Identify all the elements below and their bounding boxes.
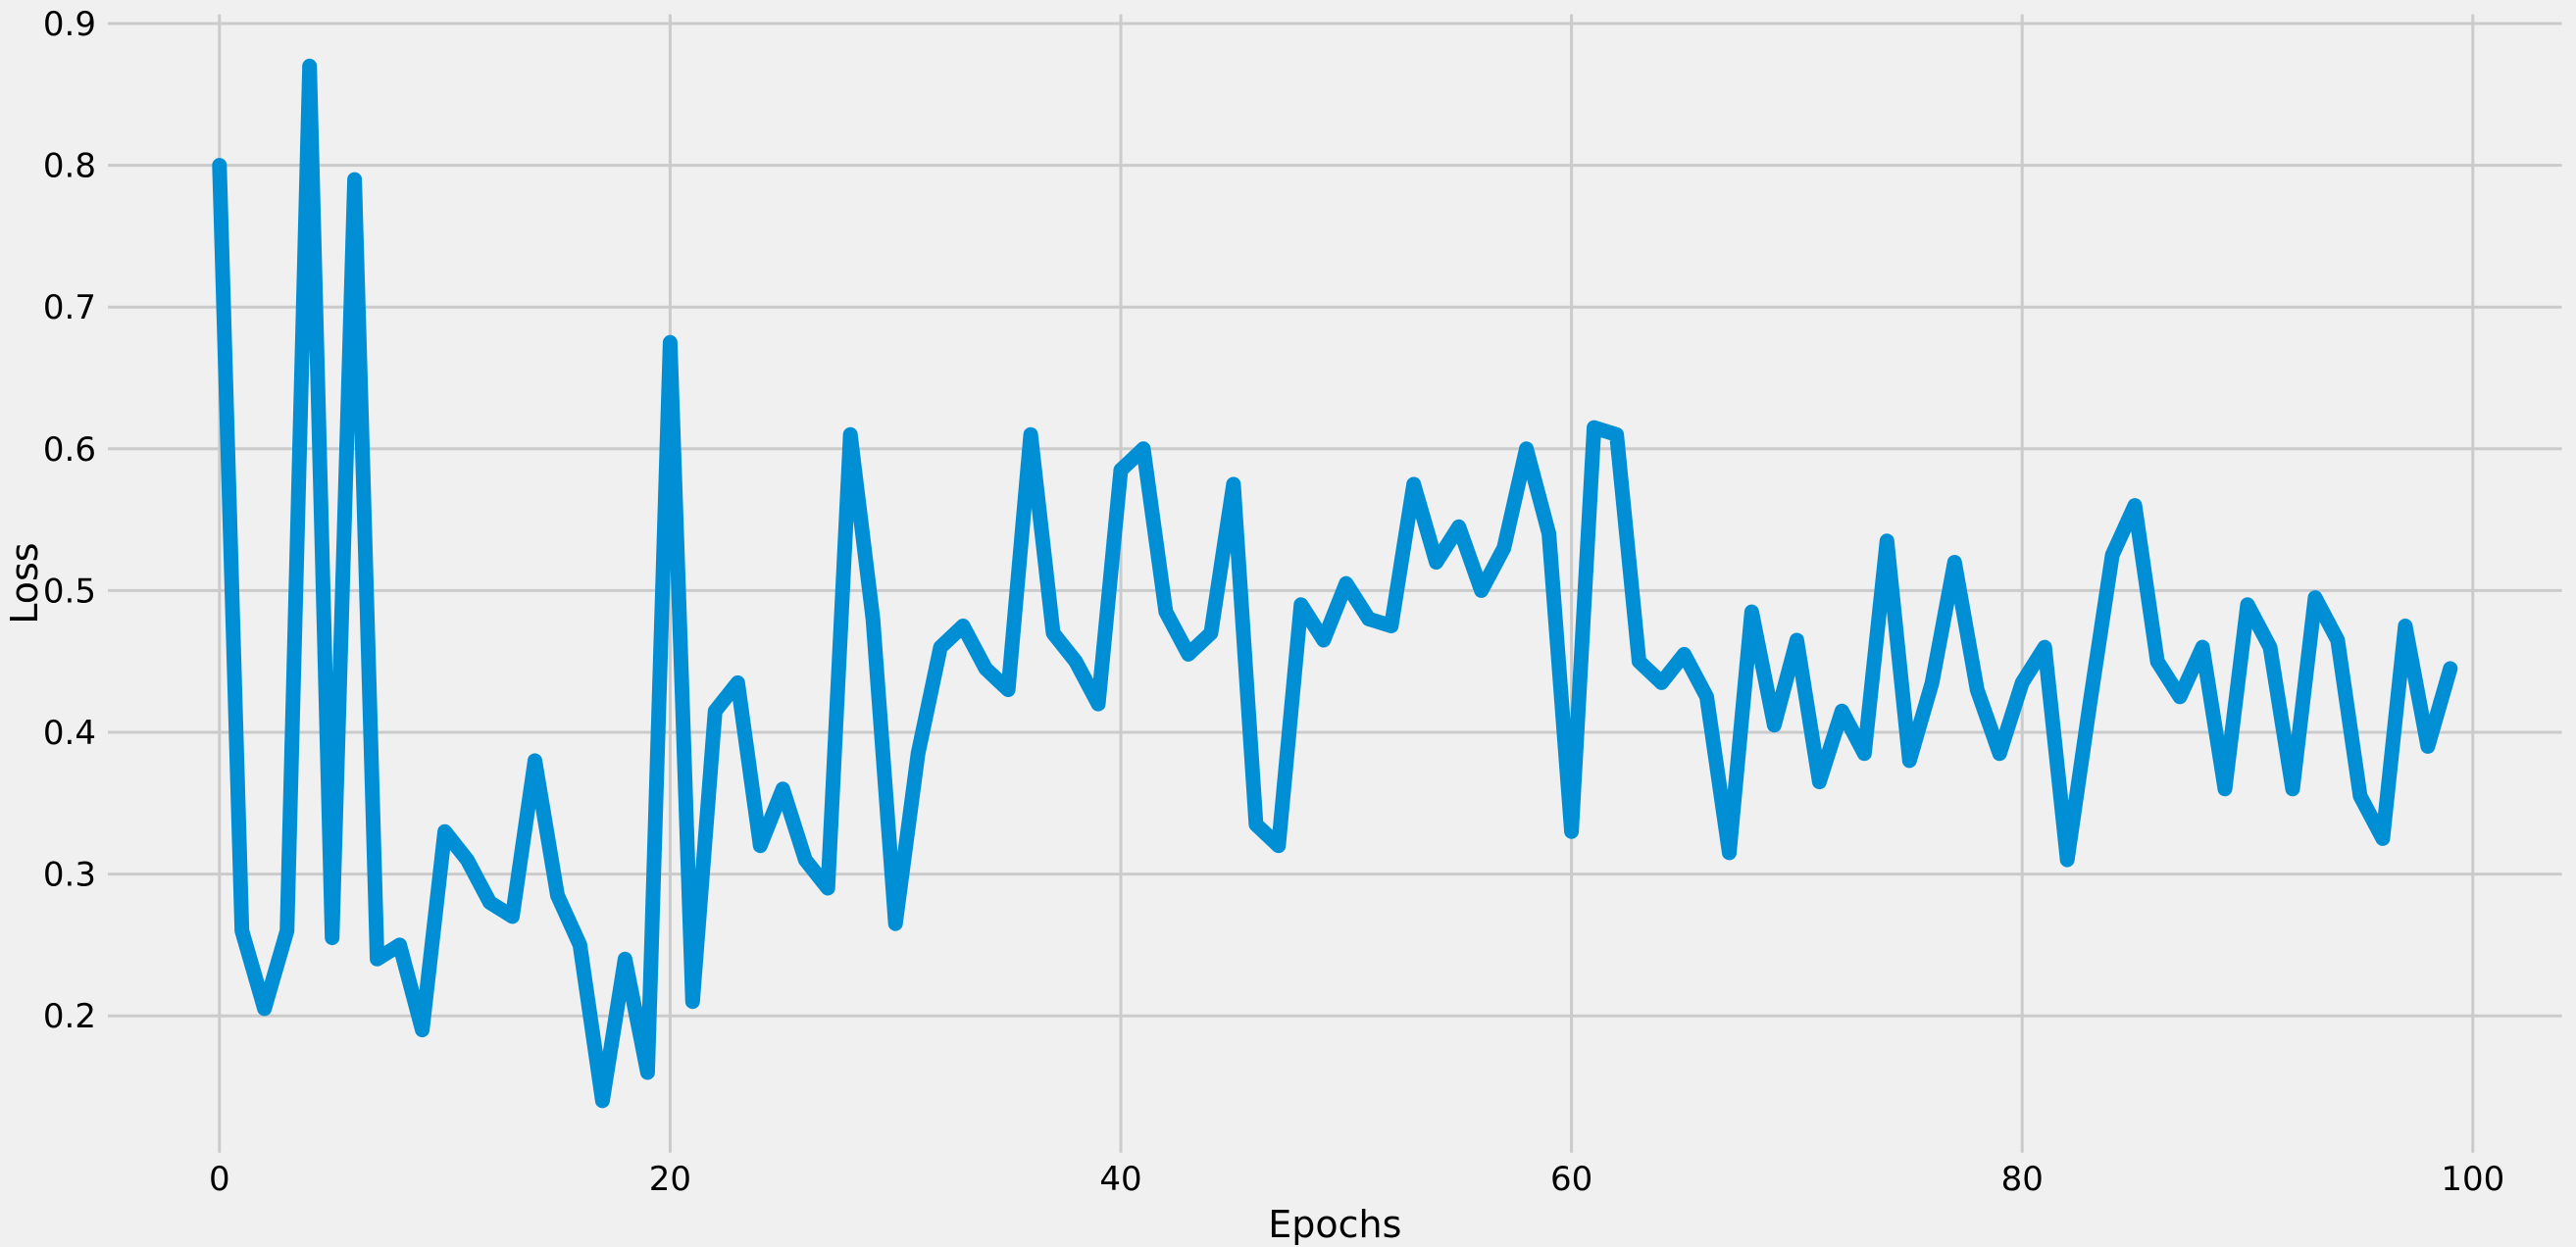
x-tick-label: 40: [1099, 1160, 1141, 1199]
grid-lines: [108, 14, 2562, 1153]
x-axis-tick-labels: 0 20 40 60 80 100: [209, 1160, 2504, 1199]
y-tick-label: 0.8: [43, 147, 96, 186]
y-tick-label: 0.3: [43, 856, 96, 895]
y-axis-title: Loss: [3, 542, 46, 624]
x-tick-label: 80: [2001, 1160, 2044, 1199]
x-tick-label: 60: [1550, 1160, 1592, 1199]
y-tick-label: 0.2: [43, 997, 96, 1036]
y-axis-tick-labels: 0.2 0.3 0.4 0.5 0.6 0.7 0.8 0.9: [43, 5, 96, 1036]
x-tick-label: 20: [649, 1160, 691, 1199]
y-tick-label: 0.9: [43, 5, 96, 44]
x-tick-label: 0: [209, 1160, 230, 1199]
loss-curve: [212, 58, 2458, 1109]
x-axis-title: Epochs: [1268, 1203, 1401, 1246]
y-tick-label: 0.6: [43, 430, 96, 470]
y-tick-label: 0.7: [43, 288, 96, 327]
loss-line-series: [212, 58, 2458, 1109]
y-tick-label: 0.4: [43, 714, 96, 753]
x-tick-label: 100: [2441, 1160, 2504, 1199]
y-tick-label: 0.5: [43, 572, 96, 611]
